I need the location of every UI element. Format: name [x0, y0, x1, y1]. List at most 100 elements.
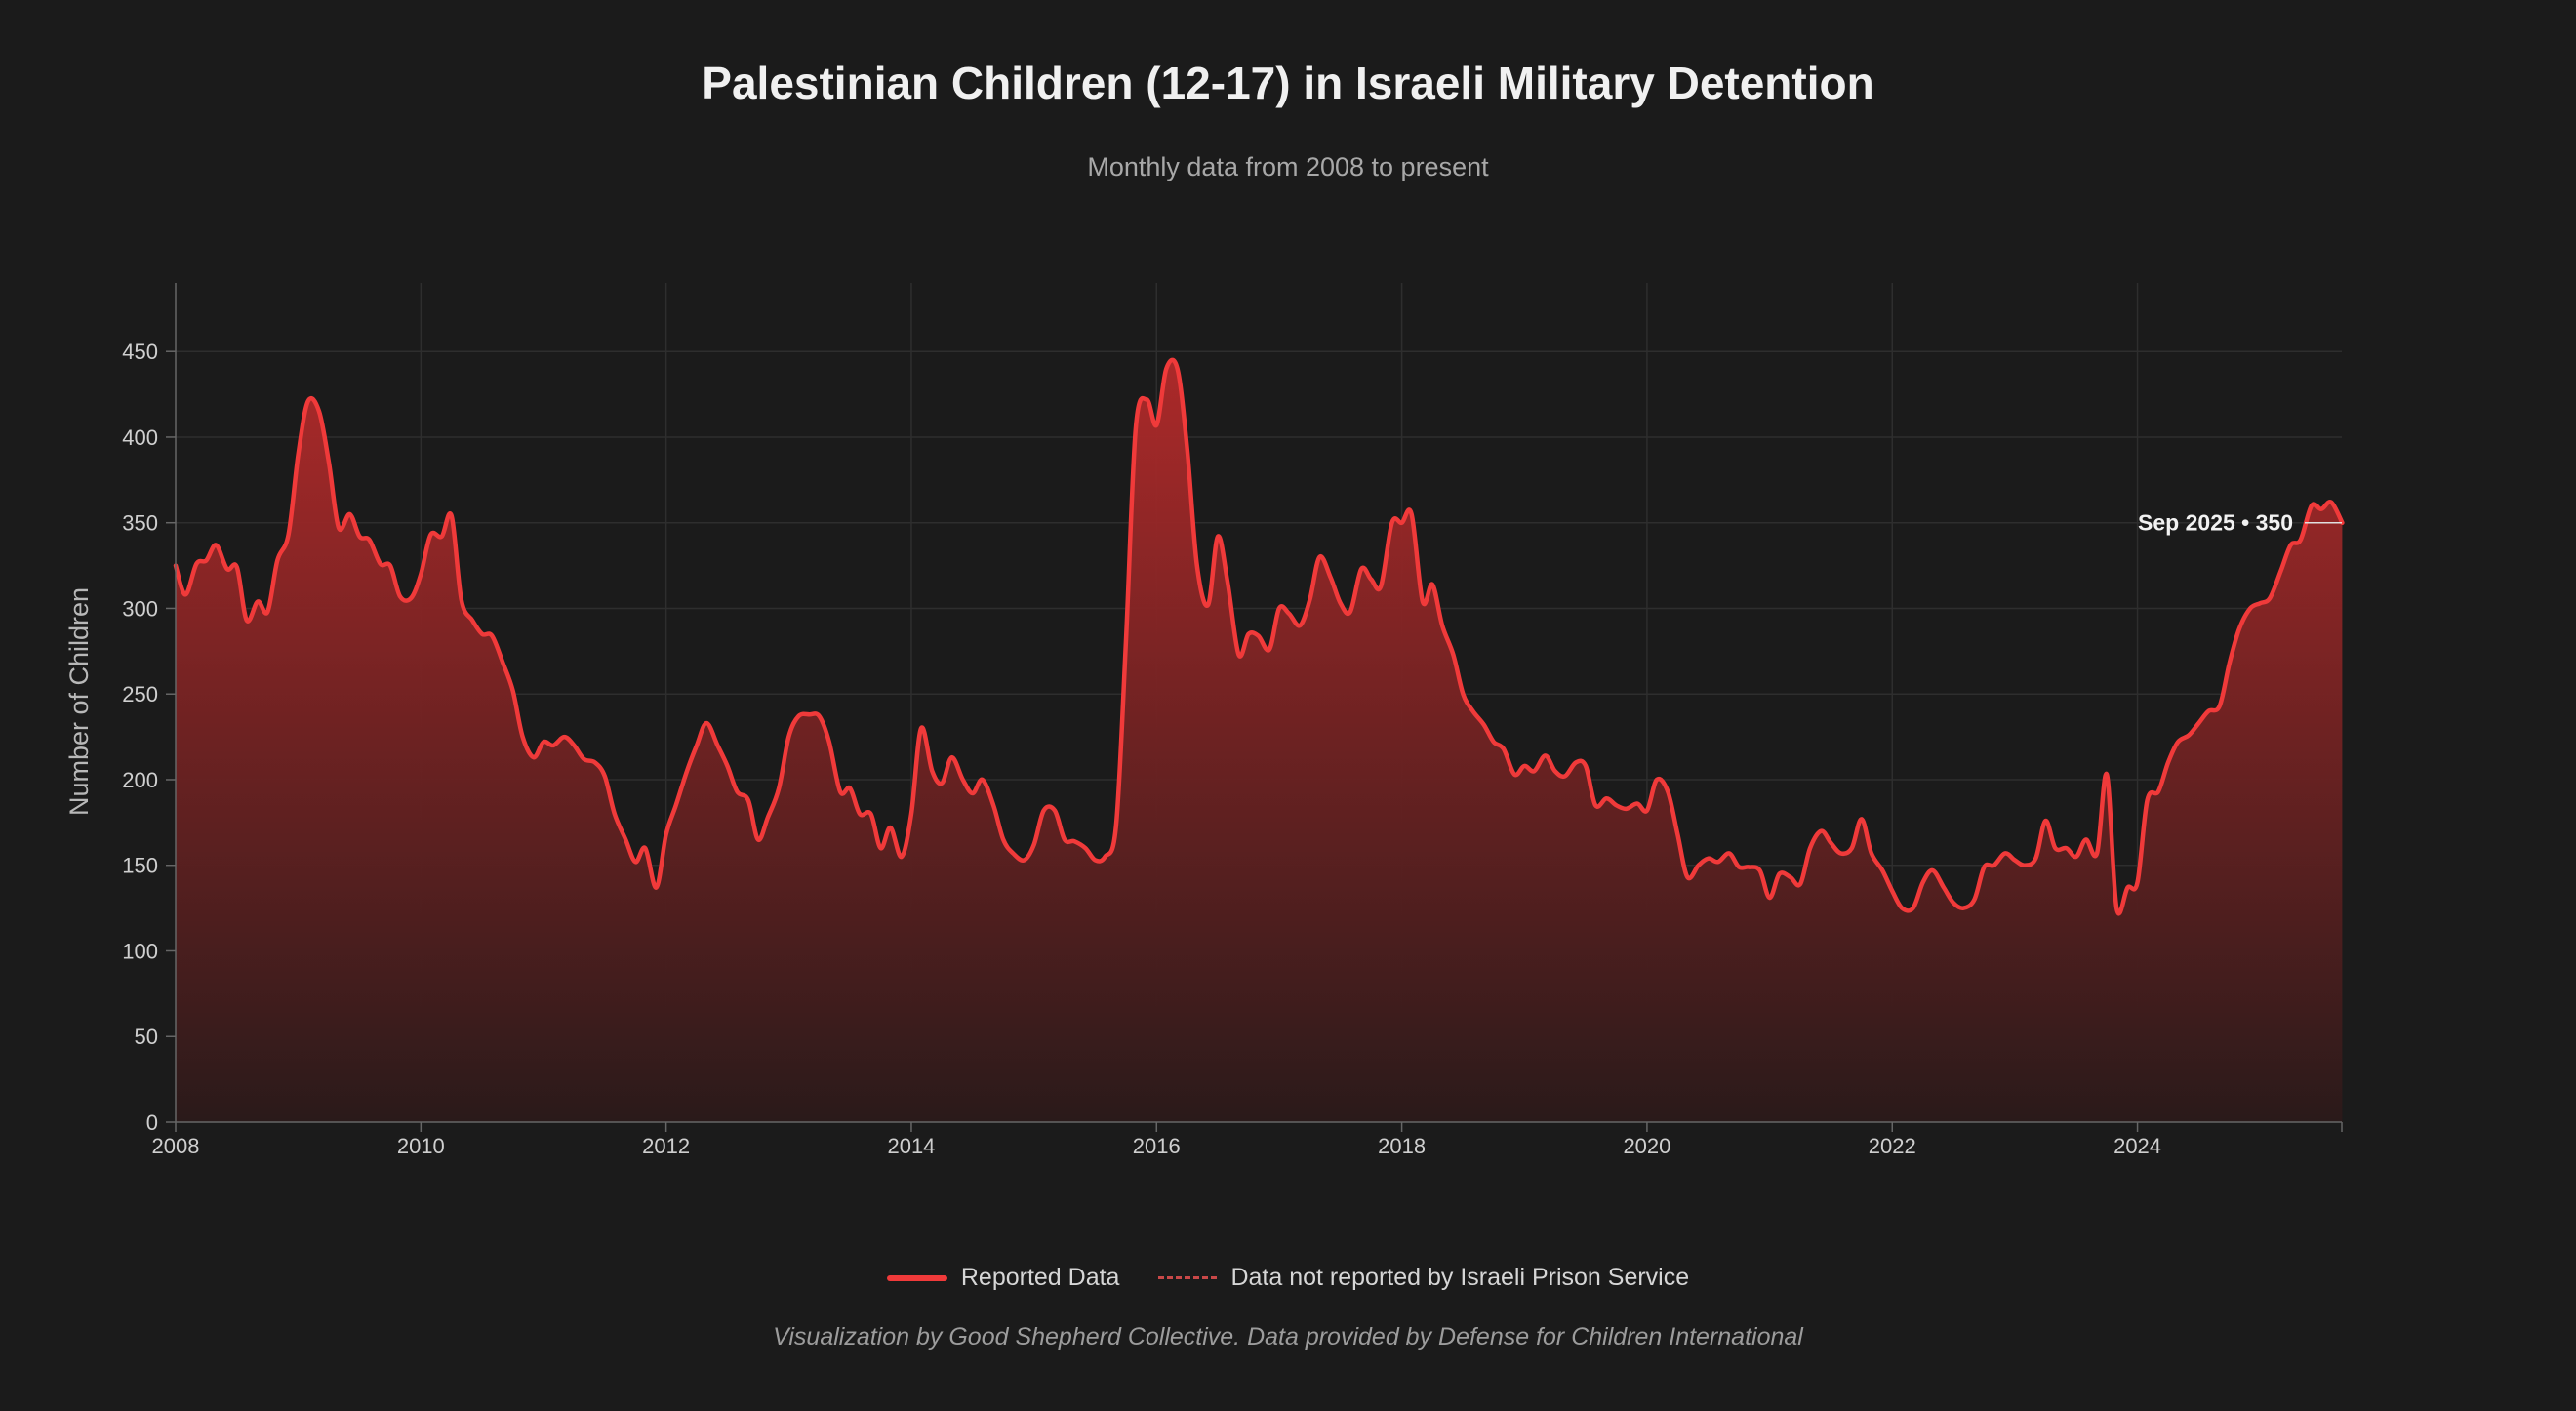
- y-tick-label: 400: [122, 425, 158, 450]
- data-point: [252, 595, 263, 607]
- x-tick-label: 2012: [642, 1134, 690, 1158]
- y-tick-label: 350: [122, 511, 158, 536]
- legend-swatch-solid: [886, 1274, 947, 1281]
- data-point: [814, 710, 825, 722]
- data-point: [752, 833, 764, 845]
- data-point: [221, 563, 233, 575]
- data-point: [681, 765, 693, 777]
- data-point: [967, 787, 979, 799]
- data-point: [1222, 577, 1233, 588]
- data-point: [844, 783, 856, 794]
- data-point: [415, 568, 426, 580]
- x-tick-label: 2020: [1623, 1134, 1670, 1158]
- data-point: [1540, 749, 1551, 761]
- data-point: [1253, 630, 1265, 642]
- data-point: [1191, 560, 1203, 572]
- data-point: [1999, 847, 2011, 859]
- data-point: [1641, 805, 1653, 817]
- data-point: [1417, 595, 1429, 607]
- data-point: [1110, 820, 1122, 831]
- data-point: [1804, 842, 1816, 854]
- data-point: [333, 522, 344, 534]
- data-point: [1264, 644, 1275, 656]
- data-point: [1375, 581, 1387, 592]
- data-point: [1059, 833, 1070, 845]
- data-point: [200, 554, 212, 566]
- data-point: [424, 529, 436, 541]
- x-tick-label: 2016: [1133, 1134, 1181, 1158]
- data-point: [804, 708, 816, 720]
- data-point: [180, 588, 191, 600]
- data-point: [2091, 847, 2103, 859]
- data-point: [2142, 794, 2153, 806]
- data-point: [1232, 649, 1244, 661]
- data-point: [743, 794, 754, 806]
- data-point: [691, 740, 703, 751]
- data-point: [323, 457, 335, 468]
- data-point: [1172, 363, 1184, 375]
- data-point: [1846, 842, 1858, 854]
- data-point: [1100, 851, 1111, 863]
- data-point: [824, 736, 835, 747]
- data-point: [1436, 620, 1448, 631]
- data-point: [957, 774, 969, 786]
- data-point: [1447, 649, 1459, 661]
- data-point: [1908, 903, 1919, 914]
- data-point: [946, 751, 957, 763]
- annotation-label: Sep 2025 • 350: [2138, 510, 2293, 536]
- data-point: [732, 786, 744, 797]
- data-point: [926, 765, 938, 777]
- data-point: [2111, 903, 2122, 914]
- data-point: [865, 808, 876, 820]
- legend-item-not-reported[interactable]: Data not reported by Israeli Prison Serv…: [1158, 1264, 1689, 1292]
- data-point: [528, 751, 540, 763]
- data-point: [1774, 868, 1786, 880]
- data-point: [1019, 854, 1030, 866]
- data-point: [1927, 865, 1939, 876]
- data-point: [2214, 701, 2226, 712]
- legend-label-reported: Reported Data: [960, 1264, 1120, 1291]
- data-point: [486, 630, 498, 642]
- legend-item-reported[interactable]: Reported Data: [886, 1264, 1120, 1292]
- data-point: [773, 783, 785, 794]
- data-point: [997, 833, 1009, 845]
- data-point: [620, 833, 631, 845]
- data-point: [936, 777, 947, 788]
- data-point: [792, 710, 804, 722]
- data-point: [1621, 803, 1632, 815]
- data-point: [1590, 799, 1601, 811]
- data-point: [701, 717, 712, 729]
- legend-label-not-reported: Data not reported by Israeli Prison Serv…: [1230, 1264, 1690, 1291]
- data-point: [1160, 363, 1172, 375]
- data-point: [1396, 517, 1408, 529]
- data-point: [589, 756, 601, 768]
- data-point: [1938, 882, 1950, 894]
- data-point: [568, 740, 580, 751]
- data-point: [1528, 765, 1540, 777]
- x-tick-label: 2008: [152, 1134, 200, 1158]
- data-point: [1406, 508, 1418, 520]
- data-point: [1130, 423, 1142, 434]
- data-point: [875, 842, 887, 854]
- data-point: [2325, 497, 2337, 508]
- data-point: [1825, 837, 1836, 849]
- data-point: [599, 770, 611, 782]
- data-point: [1335, 597, 1347, 609]
- data-point: [1896, 903, 1908, 914]
- data-point: [313, 406, 325, 418]
- data-point: [517, 731, 529, 743]
- data-point: [1815, 826, 1827, 837]
- data-point: [2295, 534, 2307, 545]
- data-point: [2153, 786, 2164, 797]
- data-point: [721, 760, 733, 772]
- x-tick-label: 2014: [887, 1134, 935, 1158]
- data-point: [1457, 688, 1469, 700]
- data-point: [2080, 833, 2092, 845]
- data-point: [2049, 842, 2061, 854]
- data-point: [1743, 861, 1754, 872]
- data-point: [293, 449, 304, 461]
- data-point: [1794, 878, 1806, 890]
- data-point: [670, 799, 682, 811]
- data-point: [1120, 637, 1132, 649]
- data-point: [476, 628, 488, 640]
